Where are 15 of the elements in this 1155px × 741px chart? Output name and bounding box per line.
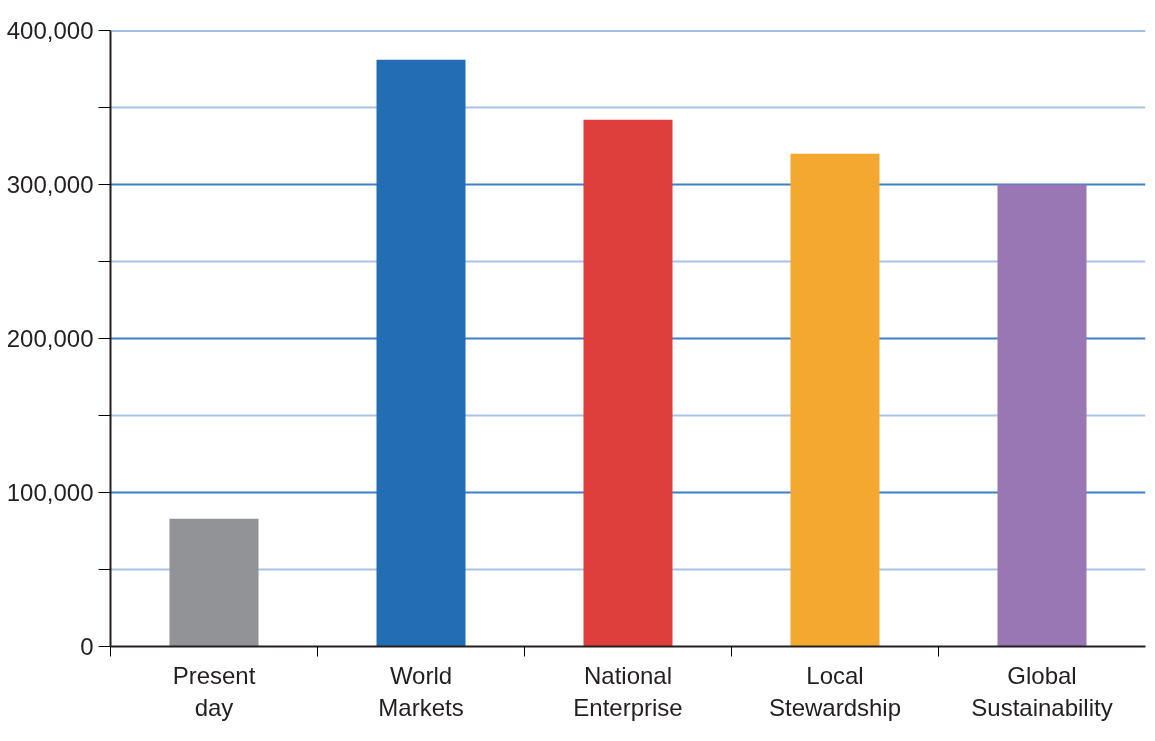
- x-tick-label: Local Stewardship: [768, 661, 902, 721]
- bar: [169, 518, 259, 647]
- x-tick-label: Global Sustainability: [971, 661, 1113, 721]
- x-tick-label: National Enterprise: [573, 661, 683, 721]
- bar: [790, 153, 880, 647]
- y-tick-label: 100,000: [6, 479, 94, 506]
- bar: [583, 119, 673, 647]
- y-tick-label: 0: [80, 633, 94, 660]
- bar: [376, 59, 466, 647]
- y-tick-label: 300,000: [6, 171, 94, 198]
- x-tick-label: World Markets: [378, 661, 464, 721]
- x-tick-label: Present day: [172, 661, 256, 721]
- bar: [997, 184, 1087, 647]
- y-tick-label: 200,000: [6, 325, 94, 352]
- y-tick-label: 400,000: [6, 17, 94, 44]
